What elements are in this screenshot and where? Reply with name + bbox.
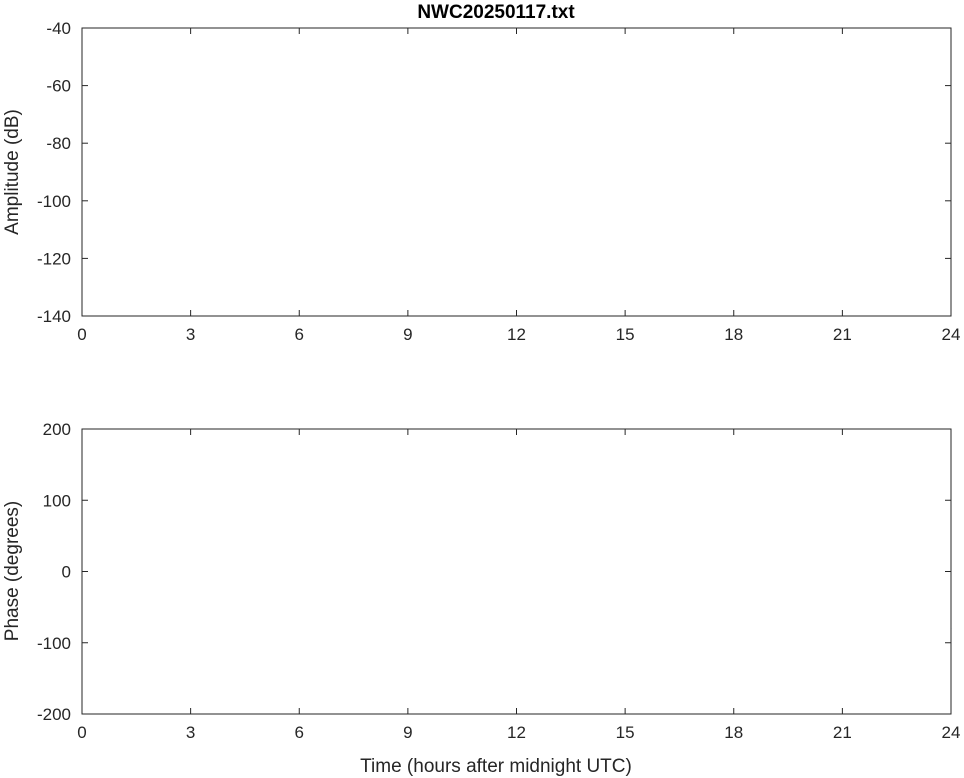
amplitude-xtick-label: 6 xyxy=(295,325,304,344)
phase-xtick-label: 3 xyxy=(186,723,195,742)
amplitude-xtick-label: 3 xyxy=(186,325,195,344)
figure-title: NWC20250117.txt xyxy=(417,2,575,23)
phase-ytick-label: -200 xyxy=(37,705,71,724)
phase-xtick-label: 21 xyxy=(833,723,852,742)
amplitude-xtick-label: 12 xyxy=(507,325,526,344)
phase-ytick-label: -100 xyxy=(37,634,71,653)
amplitude-axes-frame xyxy=(81,27,952,317)
phase-axes-frame xyxy=(81,428,952,715)
amplitude-ytick-label: -100 xyxy=(37,192,71,211)
phase-xtick-label: 9 xyxy=(403,723,412,742)
amplitude-xtick-label: 15 xyxy=(616,325,635,344)
phase-ytick-label: 200 xyxy=(43,420,71,439)
amplitude-ytick-label: -60 xyxy=(46,77,71,96)
phase-ytick-label: 100 xyxy=(43,491,71,510)
phase-xtick-label: 12 xyxy=(507,723,526,742)
amplitude-xtick-label: 18 xyxy=(724,325,743,344)
phase-xtick-label: 18 xyxy=(724,723,743,742)
amplitude-xtick-label: 24 xyxy=(942,325,961,344)
amplitude-xtick-label: 9 xyxy=(403,325,412,344)
amplitude-ylabel: Amplitude (dB) xyxy=(2,109,23,235)
amplitude-ytick-label: -80 xyxy=(46,134,71,153)
phase-plot: 0 3 6 9 12 15 18 21 24 -200 -100 0 100 200 xyxy=(37,420,960,742)
phase-ylabel: Phase (degrees) xyxy=(2,501,23,641)
phase-xtick-label: 6 xyxy=(295,723,304,742)
amplitude-ytick-label: -120 xyxy=(37,249,71,268)
amplitude-ytick-label: -40 xyxy=(46,19,71,38)
amplitude-xtick-label: 0 xyxy=(77,325,86,344)
phase-xtick-label: 24 xyxy=(942,723,961,742)
phase-xtick-label: 0 xyxy=(77,723,86,742)
amplitude-xtick-label: 21 xyxy=(833,325,852,344)
amplitude-ytick-label: -140 xyxy=(37,307,71,326)
phase-xtick-label: 15 xyxy=(616,723,635,742)
amplitude-plot: 0 3 6 9 12 15 18 21 24 -140 -120 -100 -80 -60 -40 xyxy=(37,19,960,344)
phase-xlabel: Time (hours after midnight UTC) xyxy=(360,756,632,777)
phase-ytick-label: 0 xyxy=(62,563,71,582)
